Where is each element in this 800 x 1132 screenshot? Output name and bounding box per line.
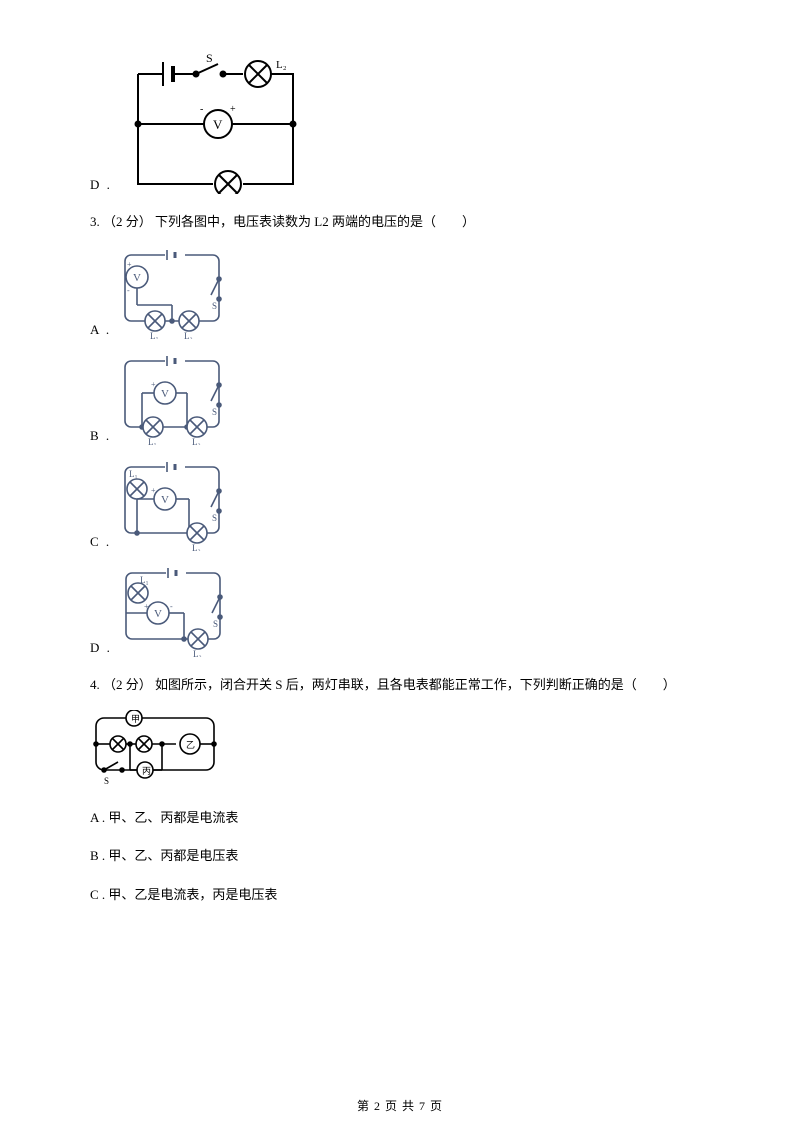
svg-text:S: S [212, 407, 217, 417]
circuit-q4: 甲 乙 丙 [90, 710, 220, 790]
page-footer: 第 2 页 共 7 页 [0, 1097, 800, 1114]
svg-text:S: S [104, 776, 109, 786]
svg-text:L₁: L₁ [148, 437, 157, 445]
svg-text:L₂: L₂ [184, 331, 193, 339]
svg-text:甲: 甲 [131, 714, 140, 724]
option-text: 甲、乙、丙都是电流表 [108, 810, 238, 825]
q-number: 3. [90, 214, 100, 229]
circuit-q3c: L₁ V + S L₂ [117, 459, 227, 551]
svg-text:丙: 丙 [142, 766, 151, 776]
option-letter: B . [90, 848, 105, 863]
q4-option-c: C . 甲、乙是电流表，丙是电压表 [90, 885, 710, 906]
svg-text:+: + [230, 104, 236, 115]
q-number: 4. [90, 677, 100, 692]
option-text: 甲、乙、丙都是电压表 [108, 848, 238, 863]
q-points: （2 分） [103, 677, 152, 692]
q-text: 如图所示，闭合开关 S 后，两灯串联，且各电表都能正常工作，下列判断正确的是（ … [155, 677, 676, 692]
svg-text:L₁: L₁ [129, 469, 138, 479]
q3-option-d-row: D . L₁ V + - [90, 565, 710, 657]
option-letter: D . [90, 639, 112, 657]
svg-text:V: V [161, 494, 169, 506]
svg-text:S: S [212, 301, 217, 311]
svg-text:L₁: L₁ [140, 575, 149, 585]
circuit-q3d: L₁ V + - S L₂ [118, 565, 228, 657]
q3-option-a-row: A . V + - S L [90, 247, 710, 339]
svg-text:V: V [213, 117, 223, 132]
q3-option-b-row: B . V + S [90, 353, 710, 445]
svg-text:+: + [151, 380, 156, 389]
svg-text:L₂: L₂ [192, 543, 201, 551]
svg-text:L₂: L₂ [276, 59, 287, 71]
svg-text:+: + [144, 602, 149, 611]
option-letter: A . [90, 321, 111, 339]
svg-text:-: - [127, 286, 130, 295]
svg-text:S: S [206, 54, 213, 65]
svg-text:-: - [200, 104, 203, 115]
svg-text:S: S [212, 513, 217, 523]
svg-text:-: - [170, 602, 173, 611]
option-letter: B . [90, 427, 111, 445]
circuit-q2d: S L₂ V - + [118, 54, 308, 194]
q4-option-a: A . 甲、乙、丙都是电流表 [90, 808, 710, 829]
q3-option-c-row: C . L₁ V + S [90, 459, 710, 551]
page-number: 第 2 页 共 7 页 [357, 1099, 443, 1113]
q3-stem: 3. （2 分） 下列各图中，电压表读数为 L2 两端的电压的是（ ） [90, 212, 710, 233]
svg-text:乙: 乙 [186, 740, 195, 750]
q-text: 下列各图中，电压表读数为 L2 两端的电压的是（ ） [155, 214, 475, 229]
svg-text:V: V [161, 388, 169, 400]
svg-text:V: V [154, 608, 162, 620]
svg-text:L₁: L₁ [150, 331, 159, 339]
option-letter: C . [90, 887, 105, 902]
circuit-q3a: V + - S L₁ L₂ [117, 247, 227, 339]
option-letter: D . [90, 176, 112, 194]
svg-text:S: S [213, 619, 218, 629]
svg-text:+: + [151, 486, 156, 495]
page: D . S L₂ [0, 0, 800, 1132]
svg-text:+: + [127, 260, 132, 269]
option-text: 甲、乙是电流表，丙是电压表 [108, 887, 277, 902]
circuit-q3b: V + S L₁ L₂ [117, 353, 227, 445]
option-letter: C . [90, 533, 111, 551]
q4-figure-row: 甲 乙 丙 [90, 710, 710, 790]
svg-text:L₁: L₁ [238, 193, 249, 194]
svg-text:L₂: L₂ [193, 649, 202, 657]
q-points: （2 分） [103, 214, 152, 229]
q2-option-d-row: D . S L₂ [90, 54, 710, 194]
q4-option-b: B . 甲、乙、丙都是电压表 [90, 846, 710, 867]
option-letter: A . [90, 810, 105, 825]
q4-stem: 4. （2 分） 如图所示，闭合开关 S 后，两灯串联，且各电表都能正常工作，下… [90, 675, 710, 696]
svg-text:L₂: L₂ [192, 437, 201, 445]
svg-text:V: V [133, 272, 141, 284]
